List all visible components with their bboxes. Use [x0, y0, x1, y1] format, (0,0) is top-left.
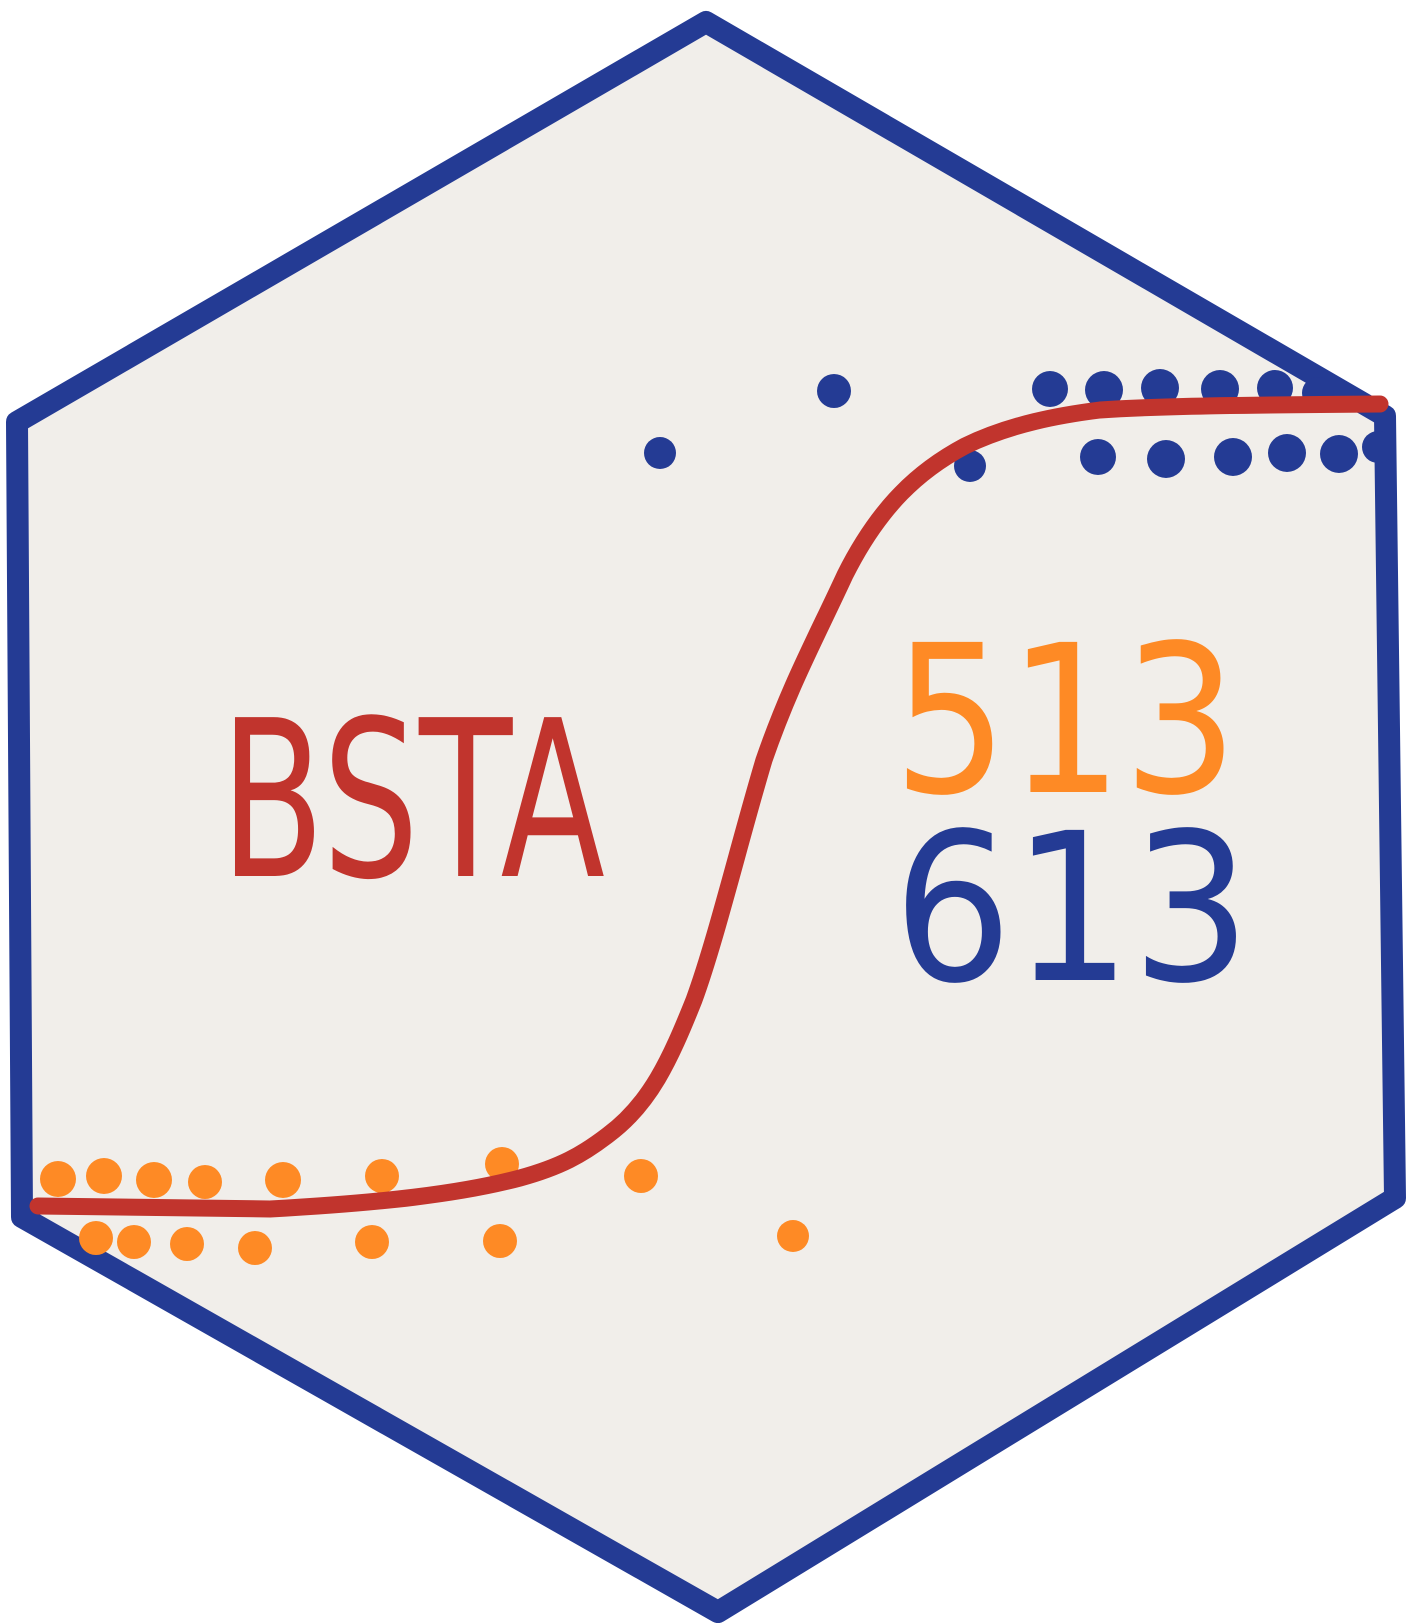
blue-dot [1268, 434, 1306, 472]
orange-points [40, 1147, 809, 1265]
blue-dot [954, 450, 986, 482]
orange-dot [238, 1231, 272, 1265]
blue-dot [644, 437, 676, 469]
orange-dot [136, 1162, 172, 1198]
orange-dot [777, 1220, 809, 1252]
orange-dot [40, 1161, 76, 1197]
blue-dot [1085, 371, 1123, 409]
blue-dot [1362, 431, 1394, 463]
orange-dot [117, 1225, 151, 1259]
orange-dot [79, 1221, 113, 1255]
blue-dot [1320, 435, 1358, 473]
orange-dot [170, 1227, 204, 1261]
orange-dot [365, 1159, 399, 1193]
orange-dot [86, 1158, 122, 1194]
orange-dot [355, 1225, 389, 1259]
blue-dot [1141, 369, 1179, 407]
orange-dot [624, 1159, 658, 1193]
logo-title: BSTA [220, 675, 605, 928]
orange-dot [265, 1162, 301, 1198]
orange-dot [483, 1224, 517, 1258]
blue-dot [1147, 440, 1185, 478]
sigmoid-curve [29, 395, 1389, 1218]
orange-dot [188, 1165, 222, 1199]
course-number-613: 613 [893, 789, 1251, 1029]
blue-dot [1032, 371, 1068, 407]
blue-dot [1214, 438, 1252, 476]
blue-dot [1080, 439, 1116, 475]
course-number-513: 513 [893, 601, 1238, 841]
blue-dot [817, 374, 851, 408]
